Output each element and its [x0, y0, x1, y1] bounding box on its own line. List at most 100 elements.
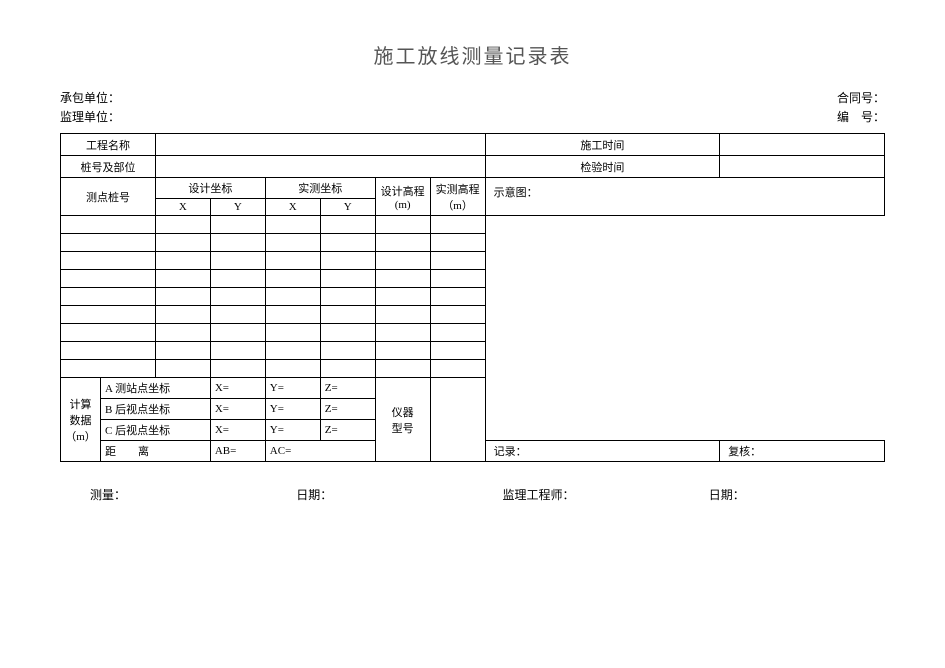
- header-block: 承包单位： 合同号： 监理单位： 编 号：: [60, 89, 885, 127]
- cell[interactable]: [210, 216, 265, 234]
- cell[interactable]: [430, 288, 485, 306]
- project-name-value[interactable]: [155, 134, 485, 156]
- cell[interactable]: [375, 216, 430, 234]
- cell[interactable]: [265, 360, 320, 378]
- calc-rowB-label: B 后视点坐标: [100, 399, 210, 420]
- inspection-time-value[interactable]: [720, 156, 885, 178]
- calc-rowB-y[interactable]: Y=: [265, 399, 320, 420]
- cell[interactable]: [320, 342, 375, 360]
- calc-rowB-z[interactable]: Z=: [320, 399, 375, 420]
- cell[interactable]: [430, 216, 485, 234]
- instrument-value[interactable]: [430, 378, 485, 462]
- cell-point-stake[interactable]: [61, 342, 156, 360]
- cell[interactable]: [210, 288, 265, 306]
- footer-row: 测量： 日期： 监理工程师： 日期：: [60, 486, 885, 503]
- calc-rowC-z[interactable]: Z=: [320, 420, 375, 441]
- cell[interactable]: [210, 324, 265, 342]
- footer-date: 日期：: [266, 486, 472, 503]
- cell[interactable]: [430, 234, 485, 252]
- calc-rowA-x[interactable]: X=: [210, 378, 265, 399]
- cell[interactable]: [265, 270, 320, 288]
- cell[interactable]: [430, 360, 485, 378]
- cell-point-stake[interactable]: [61, 234, 156, 252]
- cell-point-stake[interactable]: [61, 270, 156, 288]
- footer-date2: 日期：: [679, 486, 885, 503]
- cell[interactable]: [430, 270, 485, 288]
- calc-rowA-label: A 测站点坐标: [100, 378, 210, 399]
- serial-no-label: 编 号：: [837, 108, 885, 127]
- footer-engineer: 监理工程师：: [473, 486, 679, 503]
- cell-point-stake[interactable]: [61, 360, 156, 378]
- cell[interactable]: [375, 234, 430, 252]
- cell[interactable]: [430, 342, 485, 360]
- cell[interactable]: [155, 342, 210, 360]
- calc-ab[interactable]: AB=: [210, 441, 265, 462]
- cell[interactable]: [375, 360, 430, 378]
- table-row: [61, 306, 885, 324]
- cell[interactable]: [210, 252, 265, 270]
- contract-no-label: 合同号：: [837, 89, 885, 108]
- cell[interactable]: [155, 234, 210, 252]
- calc-rowC-x[interactable]: X=: [210, 420, 265, 441]
- design-elev-header: 设计高程 (m): [375, 178, 430, 216]
- cell[interactable]: [375, 306, 430, 324]
- cell[interactable]: [375, 270, 430, 288]
- cell[interactable]: [430, 252, 485, 270]
- cell[interactable]: [155, 306, 210, 324]
- cell[interactable]: [375, 324, 430, 342]
- table-row: [61, 234, 885, 252]
- measured-y-header: Y: [320, 199, 375, 216]
- cell[interactable]: [265, 342, 320, 360]
- cell[interactable]: [430, 306, 485, 324]
- cell[interactable]: [430, 324, 485, 342]
- table-row: [61, 270, 885, 288]
- calc-rowB-x[interactable]: X=: [210, 399, 265, 420]
- cell[interactable]: [320, 360, 375, 378]
- cell[interactable]: [155, 252, 210, 270]
- cell[interactable]: [320, 252, 375, 270]
- cell-point-stake[interactable]: [61, 306, 156, 324]
- calc-ac[interactable]: AC=: [265, 441, 375, 462]
- footer-measure: 测量：: [60, 486, 266, 503]
- cell[interactable]: [265, 234, 320, 252]
- cell[interactable]: [155, 360, 210, 378]
- instrument-label: 仪器 型号: [375, 378, 430, 462]
- cell[interactable]: [210, 234, 265, 252]
- cell[interactable]: [320, 234, 375, 252]
- cell[interactable]: [265, 288, 320, 306]
- construction-time-value[interactable]: [720, 134, 885, 156]
- cell[interactable]: [265, 252, 320, 270]
- cell-point-stake[interactable]: [61, 324, 156, 342]
- cell-point-stake[interactable]: [61, 288, 156, 306]
- cell[interactable]: [210, 270, 265, 288]
- stake-position-value[interactable]: [155, 156, 485, 178]
- cell[interactable]: [320, 306, 375, 324]
- construction-time-label: 施工时间: [485, 134, 720, 156]
- cell[interactable]: [320, 216, 375, 234]
- cell[interactable]: [210, 306, 265, 324]
- cell[interactable]: [265, 306, 320, 324]
- cell[interactable]: [155, 288, 210, 306]
- cell[interactable]: [210, 360, 265, 378]
- cell[interactable]: [155, 270, 210, 288]
- cell[interactable]: [265, 216, 320, 234]
- cell[interactable]: [375, 342, 430, 360]
- calc-rowA-y[interactable]: Y=: [265, 378, 320, 399]
- table-row: [61, 324, 885, 342]
- cell[interactable]: [375, 252, 430, 270]
- calc-rowC-y[interactable]: Y=: [265, 420, 320, 441]
- cell[interactable]: [320, 288, 375, 306]
- cell-point-stake[interactable]: [61, 216, 156, 234]
- cell[interactable]: [375, 288, 430, 306]
- cell-point-stake[interactable]: [61, 252, 156, 270]
- calc-rowA-z[interactable]: Z=: [320, 378, 375, 399]
- cell[interactable]: [155, 216, 210, 234]
- cell[interactable]: [155, 324, 210, 342]
- table-row: [61, 216, 885, 234]
- cell[interactable]: [320, 324, 375, 342]
- cell[interactable]: [320, 270, 375, 288]
- measured-x-header: X: [265, 199, 320, 216]
- cell[interactable]: [210, 342, 265, 360]
- inspection-time-label: 检验时间: [485, 156, 720, 178]
- cell[interactable]: [265, 324, 320, 342]
